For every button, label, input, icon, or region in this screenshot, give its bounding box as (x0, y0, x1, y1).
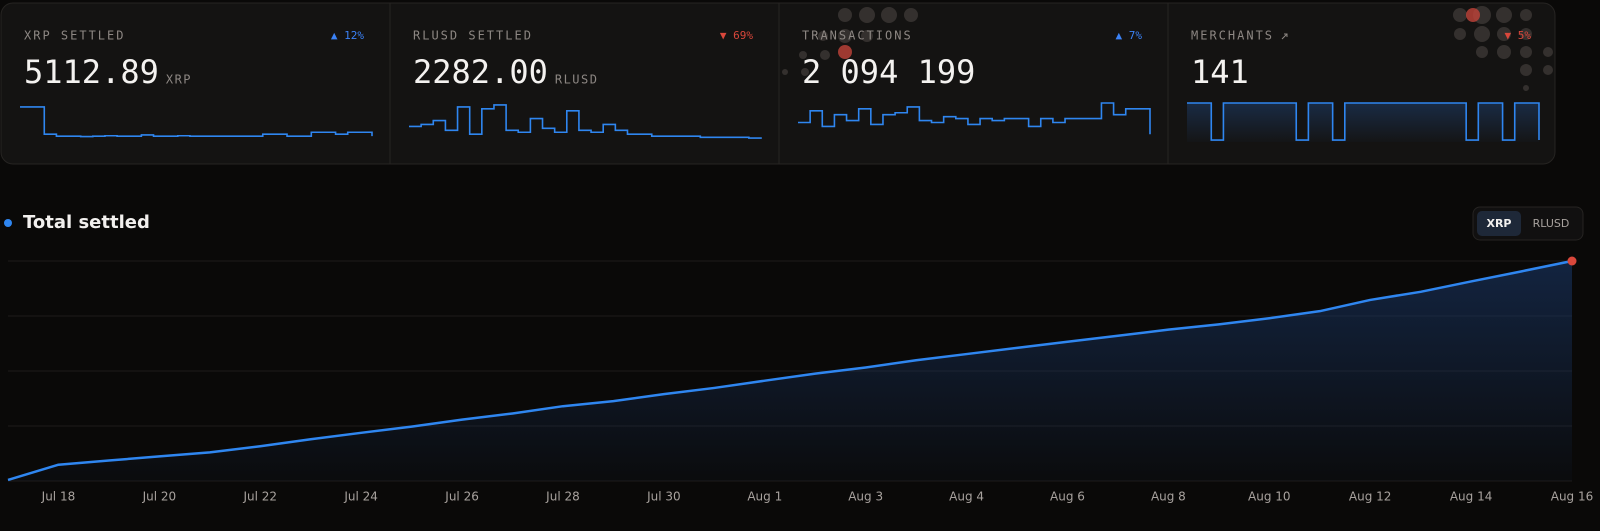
x-tick-label: Aug 16 (1551, 490, 1594, 504)
title-dot (4, 219, 12, 227)
x-tick-label: Jul 22 (242, 490, 277, 504)
card-unit: RLUSD (555, 73, 599, 87)
card-value: 2 094 199 (802, 53, 975, 91)
x-tick-label: Jul 20 (142, 490, 177, 504)
x-tick-label: Aug 8 (1151, 490, 1186, 504)
toggle-option[interactable]: RLUSD (1533, 217, 1570, 230)
card-value: 2282.00 (413, 53, 548, 91)
x-tick-label: Aug 1 (747, 490, 782, 504)
x-tick-label: Jul 24 (343, 490, 378, 504)
card-change: ▲ 7% (1116, 29, 1143, 42)
card-unit: XRP (166, 73, 192, 87)
card-label: XRP SETTLED (24, 29, 125, 43)
card-label: RLUSD SETTLED (413, 29, 533, 43)
card-change: ▼ 5% (1505, 29, 1532, 42)
x-tick-label: Aug 6 (1050, 490, 1085, 504)
chart-title: Total settled (23, 212, 150, 233)
x-tick-label: Jul 30 (646, 490, 681, 504)
dot-accent (838, 45, 852, 59)
sparkline-area (1187, 103, 1539, 142)
sparkline (1187, 102, 1540, 141)
toggle-option[interactable]: XRP (1486, 217, 1511, 230)
end-marker (1567, 256, 1577, 266)
sparkline (20, 106, 373, 138)
x-tick-label: Aug 10 (1248, 490, 1291, 504)
x-tick-label: Aug 3 (848, 490, 883, 504)
line (7, 259, 1573, 482)
sparkline (409, 104, 762, 139)
x-tick-label: Jul 26 (444, 490, 479, 504)
sparkline (798, 102, 1151, 135)
x-tick-label: Jul 28 (545, 490, 580, 504)
external-icon (1281, 33, 1288, 40)
card-change: ▲ 12% (331, 29, 364, 42)
x-tick-label: Jul 18 (41, 490, 76, 504)
card-change: ▼ 69% (720, 29, 753, 42)
card-label: MERCHANTS (1191, 29, 1274, 43)
card-value: 141 (1191, 53, 1249, 91)
card-value: 5112.89 (24, 53, 159, 91)
x-tick-label: Aug 12 (1349, 490, 1392, 504)
x-tick-label: Aug 4 (949, 490, 984, 504)
dot-accent (1466, 8, 1480, 22)
x-tick-label: Aug 14 (1450, 490, 1493, 504)
card-label: TRANSACTIONS (802, 29, 913, 43)
dot-decoration (782, 6, 1553, 91)
toggle-active (1477, 211, 1521, 236)
area (8, 261, 1572, 481)
